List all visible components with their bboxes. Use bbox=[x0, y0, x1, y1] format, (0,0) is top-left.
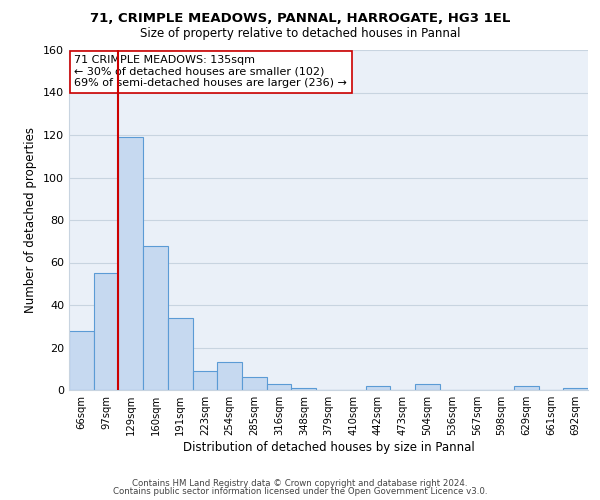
Bar bbox=[415, 384, 440, 390]
Bar bbox=[563, 388, 588, 390]
Text: Contains HM Land Registry data © Crown copyright and database right 2024.: Contains HM Land Registry data © Crown c… bbox=[132, 478, 468, 488]
Bar bbox=[267, 384, 292, 390]
Bar bbox=[514, 386, 539, 390]
Bar bbox=[193, 371, 217, 390]
Text: 71, CRIMPLE MEADOWS, PANNAL, HARROGATE, HG3 1EL: 71, CRIMPLE MEADOWS, PANNAL, HARROGATE, … bbox=[90, 12, 510, 26]
Bar bbox=[168, 318, 193, 390]
Bar bbox=[365, 386, 390, 390]
Bar bbox=[69, 330, 94, 390]
Text: 71 CRIMPLE MEADOWS: 135sqm
← 30% of detached houses are smaller (102)
69% of sem: 71 CRIMPLE MEADOWS: 135sqm ← 30% of deta… bbox=[74, 55, 347, 88]
Bar bbox=[143, 246, 168, 390]
Text: Contains public sector information licensed under the Open Government Licence v3: Contains public sector information licen… bbox=[113, 487, 487, 496]
Bar bbox=[217, 362, 242, 390]
Bar bbox=[292, 388, 316, 390]
Bar bbox=[118, 137, 143, 390]
X-axis label: Distribution of detached houses by size in Pannal: Distribution of detached houses by size … bbox=[182, 441, 475, 454]
Bar bbox=[242, 377, 267, 390]
Text: Size of property relative to detached houses in Pannal: Size of property relative to detached ho… bbox=[140, 28, 460, 40]
Bar bbox=[94, 273, 118, 390]
Y-axis label: Number of detached properties: Number of detached properties bbox=[25, 127, 37, 313]
